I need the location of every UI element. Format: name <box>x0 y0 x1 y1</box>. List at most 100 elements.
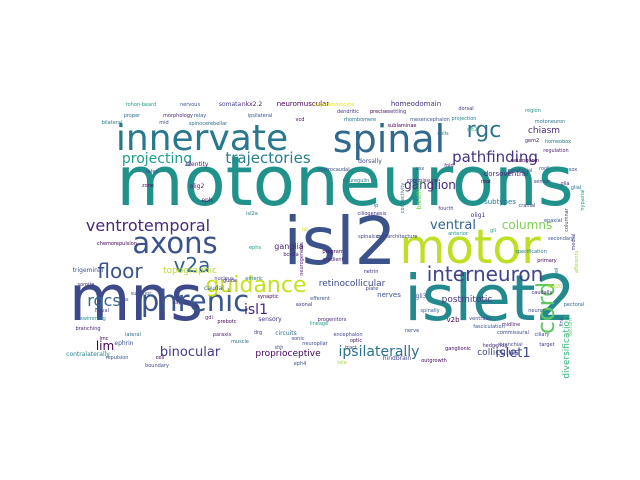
word: mesencephalon <box>410 117 450 123</box>
word: nerves <box>377 291 401 299</box>
word: fates <box>146 169 159 175</box>
word: optic <box>350 338 363 344</box>
word: epaxial <box>544 218 562 224</box>
word: homeodomain <box>391 100 441 108</box>
word: root <box>481 179 491 185</box>
word: caudal <box>204 285 224 292</box>
word: caudally <box>532 290 553 296</box>
word: anterior <box>448 231 469 237</box>
word: dorsally <box>358 158 382 165</box>
word: homeobox <box>545 139 571 145</box>
word: gli <box>490 228 496 234</box>
word: guidance <box>205 273 306 298</box>
word: tectum <box>568 318 574 336</box>
word: pathfinding <box>452 148 538 166</box>
word: lmc <box>99 336 108 342</box>
word: olig1 <box>471 212 486 219</box>
word: ventralis <box>469 316 491 322</box>
word: trajectories <box>225 149 311 167</box>
word: retinocollicular <box>319 279 386 289</box>
word: connectivity <box>400 183 406 214</box>
word: floor <box>97 259 143 283</box>
word: encephalon <box>333 332 362 338</box>
word: motor <box>399 220 541 275</box>
word: hb <box>302 227 308 233</box>
word: ipsilateral <box>248 113 273 119</box>
word: columnar <box>564 207 570 231</box>
word: somite <box>78 282 95 288</box>
word: boundary <box>145 363 169 369</box>
word: vcd <box>296 117 305 123</box>
word: contralaterally <box>66 351 110 358</box>
word: gdi <box>205 315 213 321</box>
word: paraxis <box>213 332 232 338</box>
word: ventral <box>430 218 476 233</box>
word: cells <box>437 131 449 137</box>
word: larval <box>95 308 109 314</box>
word: hypaxial <box>580 189 586 210</box>
word: proper <box>124 113 141 119</box>
word: sonic <box>292 336 305 342</box>
word: efferent <box>310 296 330 302</box>
word: neurogenin <box>511 158 539 164</box>
word: plate <box>366 286 379 292</box>
word: sublaminae <box>388 123 417 129</box>
word: morphology <box>163 113 193 119</box>
word: swimming <box>80 316 106 322</box>
word: mns <box>69 262 203 335</box>
word: fold <box>444 163 453 169</box>
word: islet1 <box>495 346 530 361</box>
word: midline <box>502 322 520 328</box>
word: rohon-beard <box>126 102 157 108</box>
word: specification <box>515 249 547 255</box>
word: proprioceptive <box>255 349 321 359</box>
word: fourth <box>438 206 453 212</box>
word: axonal <box>296 302 313 308</box>
word: regulation <box>543 148 568 154</box>
word: rgc <box>467 118 502 143</box>
word: lineage <box>310 321 328 327</box>
word: rgcs <box>87 291 121 310</box>
word: tela <box>337 360 347 366</box>
word: pectoral <box>564 302 585 308</box>
word: projecting <box>122 151 192 167</box>
word: spinocerebellar <box>189 121 228 127</box>
word: eph <box>201 197 213 204</box>
word: projection <box>452 116 477 122</box>
word: drg <box>254 330 262 336</box>
word: oligodendrocyte <box>314 102 354 108</box>
word: commissure <box>407 178 437 184</box>
word: lim <box>96 339 114 353</box>
word: trigeminal <box>73 267 104 274</box>
word: afferents <box>574 250 580 273</box>
word: rostrocaudal <box>318 167 349 173</box>
word: hedgehog <box>482 343 507 349</box>
word: breathing <box>416 180 423 209</box>
word: fins <box>559 317 565 326</box>
word: nerve <box>405 328 419 334</box>
word: pool <box>554 268 560 279</box>
word: dendritic <box>337 109 359 115</box>
word: gradient <box>322 257 343 263</box>
word: medial <box>571 234 577 251</box>
word: slit2 <box>467 127 478 133</box>
word: shh <box>275 345 284 351</box>
word: innervate <box>116 118 288 159</box>
word: diversification <box>562 315 572 378</box>
word: chiasm <box>528 126 560 136</box>
word: ip <box>374 203 379 209</box>
word: binocular <box>160 345 221 360</box>
word: interneuron <box>427 262 544 286</box>
word: commissural <box>497 330 529 336</box>
word: axons <box>132 226 217 260</box>
word: cord <box>532 282 560 335</box>
word: isl1 <box>244 302 268 318</box>
word: ganglion <box>404 178 456 192</box>
word: fasciculation <box>473 324 505 330</box>
word: progenitors <box>318 317 347 323</box>
word: cell <box>156 355 165 361</box>
word: glia <box>560 181 569 187</box>
word: nucleus <box>214 276 234 282</box>
word: nkx2.2 <box>242 101 263 108</box>
